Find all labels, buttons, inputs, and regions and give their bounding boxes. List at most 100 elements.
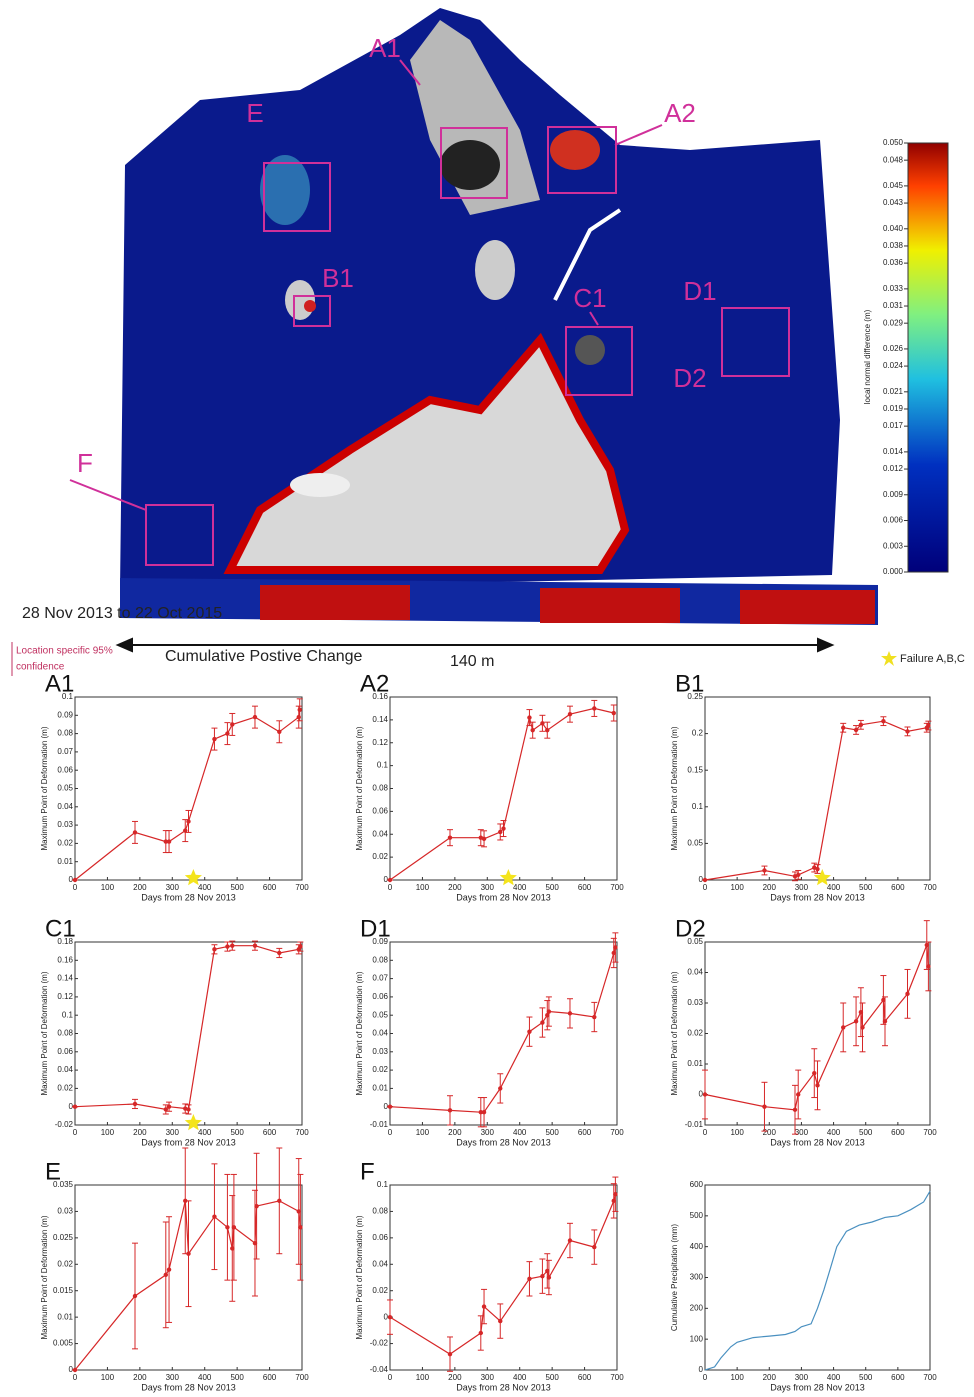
y-axis-label: Maximum Point of Deformation (m)	[40, 971, 49, 1095]
y-tick-label: 0.03	[57, 820, 73, 829]
x-tick-label: 500	[859, 883, 873, 892]
y-axis-label: Maximum Point of Deformation (m)	[670, 726, 679, 850]
data-point	[611, 1198, 616, 1204]
data-point	[762, 868, 767, 873]
y-tick-label: 0.05	[372, 1010, 388, 1019]
data-point	[225, 1225, 230, 1230]
y-axis-label: Maximum Point of Deformation (m)	[40, 726, 49, 850]
data-point	[298, 1225, 303, 1230]
map	[69, 8, 878, 625]
data-point	[252, 943, 258, 948]
data-point	[592, 1244, 597, 1250]
map-label: C1	[573, 283, 606, 313]
data-point	[527, 1029, 532, 1034]
chart: E 0 100 200 300 400 500 600 700 0 0.005 0.01 0.015 0.…	[40, 1147, 309, 1392]
x-tick-label: 100	[101, 1128, 115, 1137]
y-tick-label: 0.08	[372, 955, 388, 964]
data-point	[498, 829, 503, 835]
data-point	[163, 839, 168, 844]
data-point	[186, 1251, 191, 1256]
x-tick-label: 400	[513, 1128, 527, 1137]
data-line	[74, 1200, 301, 1371]
x-tick-label: 300	[795, 1373, 809, 1382]
x-tick-label: 100	[730, 1373, 744, 1382]
colorbar-tick-label: 0.021	[883, 387, 904, 396]
data-point	[498, 1086, 503, 1091]
y-tick-label: 0.04	[57, 802, 73, 811]
x-tick-label: 600	[578, 1128, 592, 1137]
y-tick-label: 0.25	[687, 692, 703, 701]
data-point	[212, 736, 217, 742]
x-axis-label: Days from 28 Nov 2013	[770, 1382, 865, 1392]
y-tick-label: 0	[699, 1365, 704, 1374]
y-tick-label: 0.04	[372, 1259, 388, 1268]
x-axis-label: Days from 28 Nov 2013	[456, 892, 551, 902]
data-point	[527, 715, 532, 720]
data-point	[132, 1101, 138, 1107]
data-point	[812, 1070, 817, 1076]
y-tick-label: 0.01	[687, 1059, 703, 1068]
x-tick-label: 0	[73, 1128, 78, 1137]
colorbar-label: local normal difference (m)	[863, 309, 872, 404]
panel-title: A1	[45, 670, 74, 697]
x-tick-label: 200	[448, 1373, 462, 1382]
y-tick-label: -0.02	[370, 1339, 389, 1348]
data-point	[926, 723, 931, 728]
period: 28 Nov 2013 to 22 Oct 2015	[22, 605, 222, 622]
colorbar-tick-label: 0.017	[883, 421, 904, 430]
data-point	[926, 964, 931, 969]
colorbar-tick-label: 0.036	[883, 258, 904, 267]
x-tick-label: 200	[763, 883, 777, 892]
data-point	[212, 1214, 217, 1219]
data-point	[540, 1273, 545, 1279]
y-tick-label: 0.02	[372, 1065, 388, 1074]
failure-legend-star	[881, 651, 897, 666]
data-point	[481, 836, 487, 842]
y-tick-label: 0.03	[372, 1047, 388, 1056]
y-tick-label: 0.08	[372, 1207, 388, 1216]
y-tick-label: -0.04	[370, 1365, 389, 1374]
x-axis-label: Days from 28 Nov 2013	[456, 1382, 551, 1392]
x-tick-label: 600	[578, 1373, 592, 1382]
data-point	[478, 1109, 483, 1115]
data-point	[387, 1104, 393, 1109]
data-point	[567, 711, 573, 717]
x-tick-label: 100	[416, 1373, 430, 1382]
x-axis-label: Days from 28 Nov 2013	[141, 1382, 236, 1392]
y-tick-label: -0.02	[55, 1120, 74, 1129]
panel-title: D1	[360, 915, 391, 942]
x-tick-label: 400	[827, 883, 841, 892]
x-tick-label: 400	[827, 1128, 841, 1137]
x-tick-label: 400	[198, 1373, 212, 1382]
y-tick-label: 0	[699, 875, 704, 884]
chart: B1 0 100 200 300 400 500 600 700 0 0.05 0.1 0.15 0.2 0…	[670, 670, 937, 902]
y-axis-label: Cumulative Precipitation (mm)	[670, 1224, 679, 1331]
x-tick-label: 500	[859, 1373, 873, 1382]
data-point	[540, 721, 545, 726]
data-point	[882, 1019, 888, 1024]
x-tick-label: 300	[481, 883, 495, 892]
y-tick-label: 600	[690, 1180, 704, 1189]
y-tick-label: 0.015	[53, 1286, 74, 1295]
colorbar-tick-label: 0.031	[883, 301, 904, 310]
y-tick-label: 0.04	[372, 829, 388, 838]
x-axis-label: Days from 28 Nov 2013	[770, 1137, 865, 1147]
data-point	[546, 1275, 552, 1280]
data-point	[592, 706, 597, 711]
x-tick-label: 200	[448, 1128, 462, 1137]
data-point	[447, 1108, 453, 1113]
data-point	[881, 997, 886, 1003]
y-tick-label: 0.05	[687, 937, 703, 946]
x-tick-label: 300	[166, 883, 180, 892]
chart: A1 0 100 200 300 400 500 600 700 0 0.01 0.02 0.03 0.0…	[40, 670, 309, 902]
data-line	[74, 945, 301, 1111]
y-tick-label: -0.01	[370, 1120, 389, 1129]
x-tick-label: 400	[198, 1128, 212, 1137]
y-tick-label: 0.08	[57, 729, 73, 738]
chart: 0 100 200 300 400 500 600 700 0 100 200 300 400 500 60…	[670, 1180, 937, 1392]
colorbar-tick-label: 0.012	[883, 464, 904, 473]
failure-star	[499, 869, 517, 886]
data-point	[72, 1367, 78, 1373]
panel-title: F	[360, 1158, 375, 1185]
data-point	[546, 1009, 552, 1014]
